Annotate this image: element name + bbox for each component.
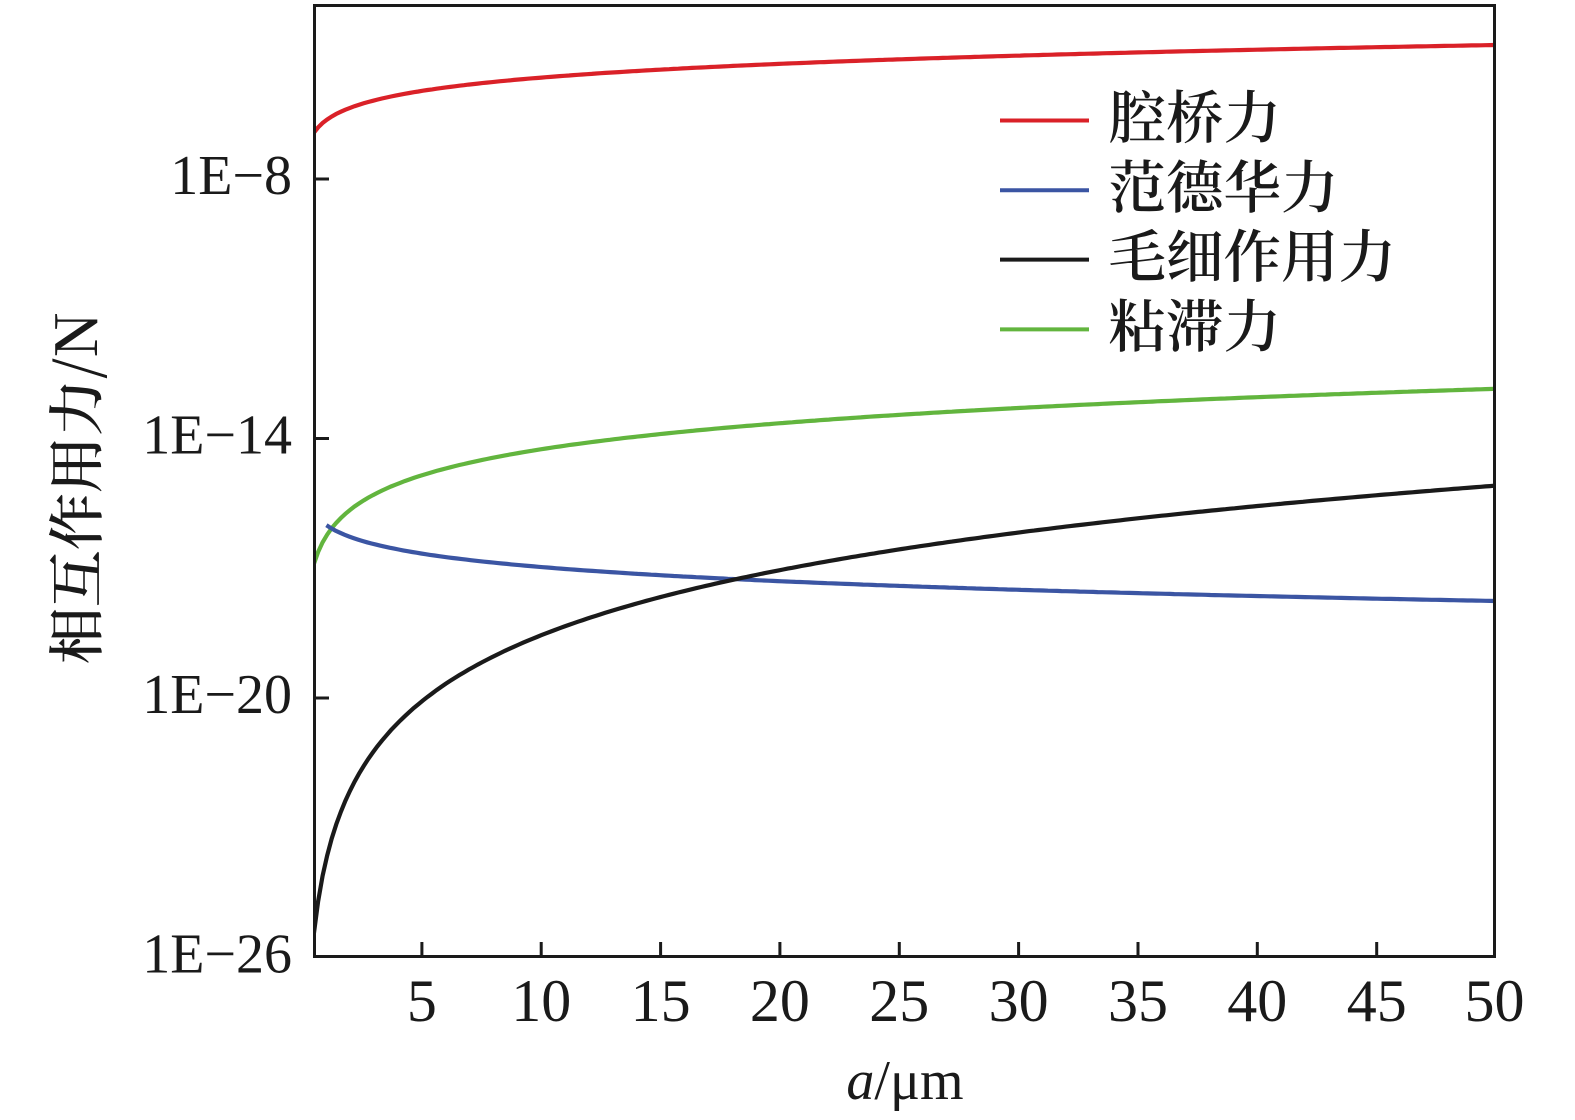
svg-text:40: 40 [1227,968,1287,1034]
svg-text:30: 30 [989,968,1049,1034]
svg-text:35: 35 [1108,968,1168,1034]
svg-text:50: 50 [1465,968,1525,1034]
svg-text:15: 15 [631,968,691,1034]
svg-text:25: 25 [869,968,929,1034]
svg-text:1E−14: 1E−14 [142,405,292,467]
svg-text:1E−26: 1E−26 [142,924,292,986]
svg-text:a/μm: a/μm [846,1050,963,1112]
svg-text:5: 5 [407,968,437,1034]
svg-text:1E−20: 1E−20 [142,664,292,726]
svg-text:45: 45 [1347,968,1407,1034]
svg-text:20: 20 [750,968,810,1034]
svg-text:1E−8: 1E−8 [170,145,292,207]
svg-text:10: 10 [511,968,571,1034]
